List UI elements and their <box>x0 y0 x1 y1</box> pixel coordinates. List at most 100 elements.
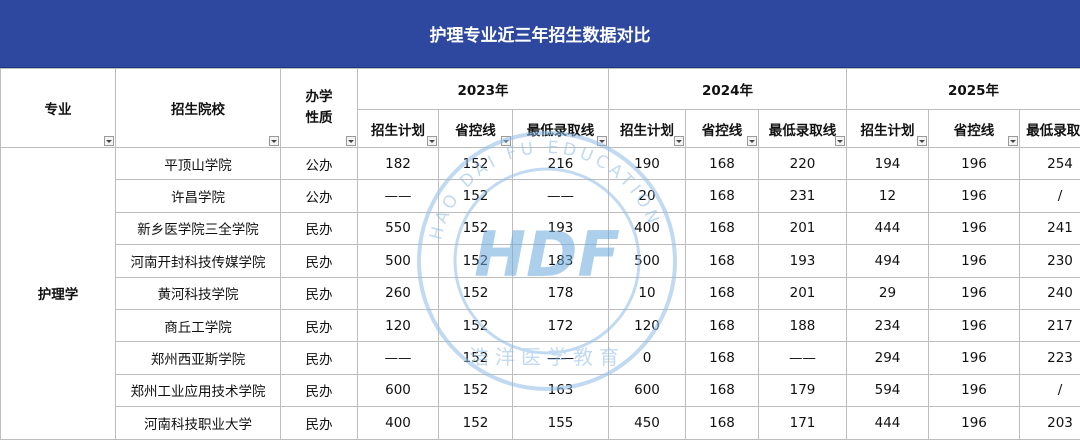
school-cell: 郑州工业应用技术学院 <box>116 374 281 406</box>
school-cell: 河南开封科技传媒学院 <box>116 245 281 277</box>
header-major[interactable]: 专业 <box>1 69 116 148</box>
plan-cell: 0 <box>609 342 686 374</box>
header-sub-label: 招生计划 <box>861 123 915 139</box>
nature-cell: 民办 <box>281 309 358 341</box>
header-sub-control-line[interactable]: 省控线 <box>686 110 759 148</box>
filter-dropdown-icon[interactable] <box>501 136 511 146</box>
header-sub-label: 最低录取线 <box>527 123 595 139</box>
header-school-label: 招生院校 <box>171 102 225 118</box>
header-sub-min-score[interactable]: 最低录取线 <box>1020 110 1080 148</box>
header-year-2024: 2024年 <box>609 69 847 110</box>
filter-dropdown-icon[interactable] <box>1008 136 1018 146</box>
filter-dropdown-icon[interactable] <box>747 136 757 146</box>
filter-dropdown-icon[interactable] <box>674 136 684 146</box>
filter-dropdown-icon[interactable] <box>427 136 437 146</box>
control-line-cell: 168 <box>686 180 759 212</box>
header-sub-label: 省控线 <box>954 123 995 139</box>
min-score-cell: 178 <box>513 277 609 309</box>
min-score-cell: 241 <box>1020 212 1080 244</box>
plan-cell: 234 <box>847 309 929 341</box>
filter-dropdown-icon[interactable] <box>917 136 927 146</box>
min-score-cell: 171 <box>759 407 847 439</box>
filter-dropdown-icon[interactable] <box>104 136 114 146</box>
min-score-cell: 240 <box>1020 277 1080 309</box>
control-line-cell: 168 <box>686 309 759 341</box>
plan-cell: 494 <box>847 245 929 277</box>
control-line-cell: 196 <box>929 245 1020 277</box>
plan-cell: 600 <box>609 374 686 406</box>
min-score-cell: —— <box>513 342 609 374</box>
plan-cell: 120 <box>358 309 439 341</box>
control-line-cell: 152 <box>439 309 513 341</box>
nature-cell: 公办 <box>281 180 358 212</box>
header-year-2025: 2025年 <box>847 69 1080 110</box>
min-score-cell: —— <box>759 342 847 374</box>
major-cell: 护理学 <box>1 148 116 440</box>
header-sub-plan[interactable]: 招生计划 <box>847 110 929 148</box>
min-score-cell: / <box>1020 180 1080 212</box>
header-nature-label: 办学性质 <box>304 87 334 129</box>
plan-cell: 594 <box>847 374 929 406</box>
header-sub-label: 最低录取线 <box>1026 123 1080 139</box>
header-sub-label: 招生计划 <box>371 123 425 139</box>
nature-cell: 民办 <box>281 245 358 277</box>
min-score-cell: 188 <box>759 309 847 341</box>
control-line-cell: 196 <box>929 342 1020 374</box>
plan-cell: 444 <box>847 407 929 439</box>
plan-cell: —— <box>358 342 439 374</box>
header-sub-min-score[interactable]: 最低录取线 <box>513 110 609 148</box>
plan-cell: 500 <box>609 245 686 277</box>
table-title: 护理专业近三年招生数据对比 <box>0 0 1080 68</box>
filter-dropdown-icon[interactable] <box>346 136 356 146</box>
plan-cell: 10 <box>609 277 686 309</box>
control-line-cell: 168 <box>686 342 759 374</box>
control-line-cell: 196 <box>929 309 1020 341</box>
min-score-cell: 220 <box>759 148 847 180</box>
min-score-cell: 155 <box>513 407 609 439</box>
control-line-cell: 152 <box>439 245 513 277</box>
header-sub-control-line[interactable]: 省控线 <box>929 110 1020 148</box>
header-sub-label: 招生计划 <box>620 123 674 139</box>
min-score-cell: / <box>1020 374 1080 406</box>
school-cell: 平顶山学院 <box>116 148 281 180</box>
control-line-cell: 196 <box>929 212 1020 244</box>
header-school[interactable]: 招生院校 <box>116 69 281 148</box>
plan-cell: 444 <box>847 212 929 244</box>
min-score-cell: 254 <box>1020 148 1080 180</box>
school-cell: 新乡医学院三全学院 <box>116 212 281 244</box>
min-score-cell: 172 <box>513 309 609 341</box>
plan-cell: —— <box>358 180 439 212</box>
plan-cell: 450 <box>609 407 686 439</box>
header-sub-label: 省控线 <box>702 123 743 139</box>
control-line-cell: 196 <box>929 374 1020 406</box>
min-score-cell: —— <box>513 180 609 212</box>
header-sub-label: 省控线 <box>455 123 496 139</box>
header-sub-min-score[interactable]: 最低录取线 <box>759 110 847 148</box>
min-score-cell: 217 <box>1020 309 1080 341</box>
filter-dropdown-icon[interactable] <box>269 136 279 146</box>
filter-dropdown-icon[interactable] <box>835 136 845 146</box>
header-sub-control-line[interactable]: 省控线 <box>439 110 513 148</box>
school-cell: 许昌学院 <box>116 180 281 212</box>
control-line-cell: 152 <box>439 180 513 212</box>
plan-cell: 12 <box>847 180 929 212</box>
school-cell: 河南科技职业大学 <box>116 407 281 439</box>
filter-dropdown-icon[interactable] <box>597 136 607 146</box>
header-nature[interactable]: 办学性质 <box>281 69 358 148</box>
plan-cell: 500 <box>358 245 439 277</box>
header-sub-plan[interactable]: 招生计划 <box>609 110 686 148</box>
min-score-cell: 230 <box>1020 245 1080 277</box>
min-score-cell: 231 <box>759 180 847 212</box>
plan-cell: 194 <box>847 148 929 180</box>
nature-cell: 民办 <box>281 342 358 374</box>
school-cell: 郑州西亚斯学院 <box>116 342 281 374</box>
header-sub-plan[interactable]: 招生计划 <box>358 110 439 148</box>
control-line-cell: 168 <box>686 245 759 277</box>
